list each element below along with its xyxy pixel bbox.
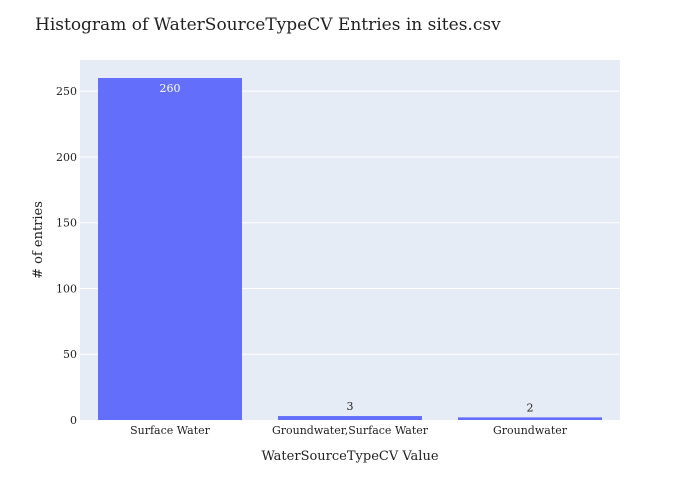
y-axis-ticks: 0 50 100 150 200 250 [56, 85, 77, 427]
x-tick-label: Surface Water [130, 424, 211, 437]
x-axis-title: WaterSourceTypeCV Value [261, 449, 438, 464]
data-label: 2 [527, 401, 534, 414]
y-axis-title: # of entries [31, 201, 46, 279]
y-tick-label: 50 [63, 348, 77, 361]
bar [98, 78, 242, 421]
y-tick-label: 200 [56, 151, 77, 164]
bar [278, 416, 422, 420]
bar [458, 417, 602, 420]
x-tick-label: Groundwater [493, 424, 568, 437]
bars [98, 78, 602, 421]
data-label: 3 [347, 400, 354, 413]
x-tick-label: Groundwater,Surface Water [272, 424, 429, 437]
chart-title: Histogram of WaterSourceTypeCV Entries i… [35, 15, 501, 35]
y-tick-label: 150 [56, 217, 77, 230]
data-labels: 260 3 2 [160, 82, 534, 414]
x-axis-ticks: Surface Water Groundwater,Surface Water Gr… [130, 424, 568, 437]
y-tick-label: 100 [56, 282, 77, 295]
data-label: 260 [160, 82, 181, 95]
y-tick-label: 0 [70, 414, 77, 427]
y-tick-label: 250 [56, 85, 77, 98]
